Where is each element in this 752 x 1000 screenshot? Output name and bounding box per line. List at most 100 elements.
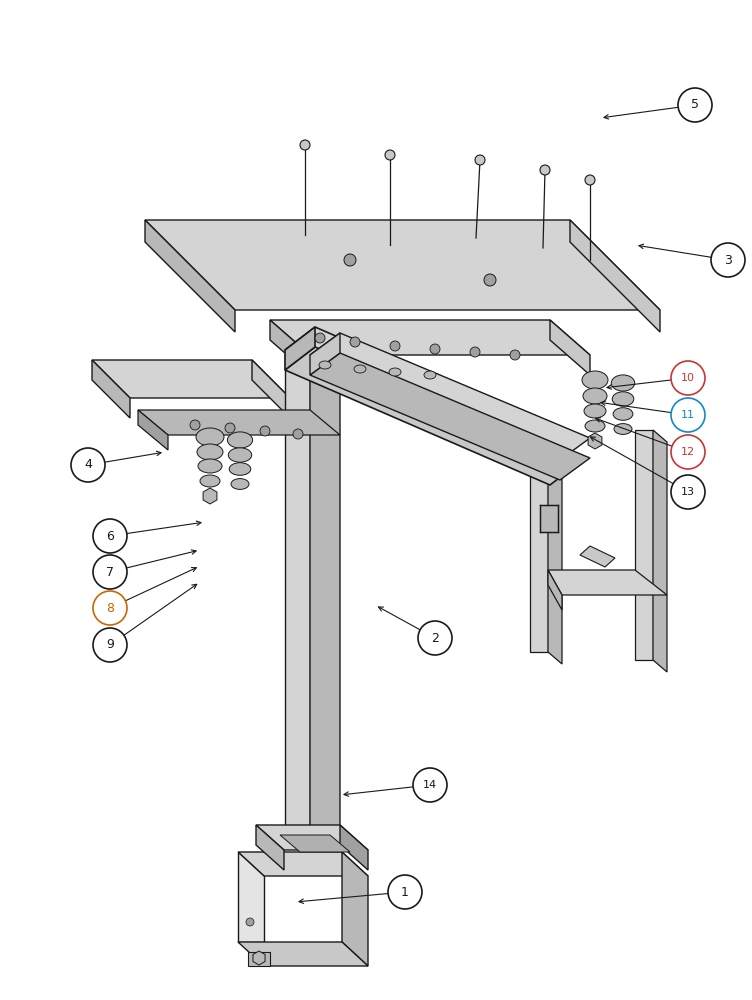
Text: 11: 11 [681,410,695,420]
Circle shape [388,875,422,909]
Ellipse shape [613,408,633,420]
Polygon shape [145,220,660,310]
Ellipse shape [200,475,220,487]
Polygon shape [256,825,368,850]
Circle shape [93,591,127,625]
Circle shape [671,435,705,469]
Ellipse shape [196,428,224,446]
Ellipse shape [227,432,253,448]
Text: 13: 13 [681,487,695,497]
Polygon shape [92,360,130,418]
Polygon shape [342,852,368,966]
Circle shape [413,768,447,802]
Polygon shape [138,410,168,450]
Circle shape [300,140,310,150]
Ellipse shape [585,420,605,432]
Text: 4: 4 [84,458,92,472]
Ellipse shape [612,392,634,406]
Text: 1: 1 [401,886,409,898]
Circle shape [190,420,200,430]
Ellipse shape [583,388,607,404]
Polygon shape [548,570,667,595]
Circle shape [225,423,235,433]
Polygon shape [238,852,368,876]
Polygon shape [550,320,590,375]
Ellipse shape [614,424,632,434]
Polygon shape [548,452,562,664]
Polygon shape [270,320,590,355]
Circle shape [93,519,127,553]
Ellipse shape [229,448,252,462]
Ellipse shape [197,444,223,460]
Circle shape [671,398,705,432]
Polygon shape [285,347,580,485]
Polygon shape [540,505,558,532]
Ellipse shape [611,375,635,391]
Text: 7: 7 [106,566,114,578]
Polygon shape [138,410,340,435]
Circle shape [484,274,496,286]
Polygon shape [238,942,368,966]
Polygon shape [285,355,340,378]
Polygon shape [92,360,290,398]
Polygon shape [280,835,350,852]
Ellipse shape [584,404,606,418]
Polygon shape [310,333,340,375]
Polygon shape [310,333,590,460]
Text: 2: 2 [431,632,439,645]
Circle shape [671,361,705,395]
Circle shape [93,628,127,662]
Polygon shape [145,220,235,332]
Text: 12: 12 [681,447,695,457]
Text: 9: 9 [106,639,114,652]
Circle shape [385,150,395,160]
Polygon shape [635,430,653,660]
Polygon shape [548,570,562,610]
Ellipse shape [582,371,608,389]
Circle shape [344,254,356,266]
Circle shape [93,555,127,589]
Ellipse shape [229,463,251,475]
Polygon shape [285,355,310,830]
Circle shape [390,341,400,351]
Circle shape [711,243,745,277]
Circle shape [71,448,105,482]
Circle shape [475,155,485,165]
Circle shape [418,621,452,655]
Polygon shape [340,825,368,870]
Ellipse shape [389,368,401,376]
Polygon shape [310,355,340,853]
Polygon shape [256,825,284,870]
Circle shape [430,344,440,354]
Ellipse shape [198,459,222,473]
Text: 10: 10 [681,373,695,383]
Polygon shape [310,353,590,480]
Ellipse shape [424,371,436,379]
Circle shape [671,475,705,509]
Polygon shape [530,452,548,652]
Text: 6: 6 [106,530,114,542]
Ellipse shape [354,365,366,373]
Circle shape [540,165,550,175]
Circle shape [260,426,270,436]
Polygon shape [270,320,310,375]
Text: 5: 5 [691,99,699,111]
Text: 8: 8 [106,601,114,614]
Circle shape [678,88,712,122]
Polygon shape [285,327,315,370]
Polygon shape [580,546,615,567]
Polygon shape [238,852,264,942]
Ellipse shape [319,361,331,369]
Circle shape [470,347,480,357]
Polygon shape [570,220,660,332]
Circle shape [585,175,595,185]
Text: 14: 14 [423,780,437,790]
Text: 3: 3 [724,253,732,266]
Circle shape [510,350,520,360]
Circle shape [315,333,325,343]
Polygon shape [252,360,290,418]
Circle shape [350,337,360,347]
Circle shape [246,918,254,926]
Polygon shape [248,952,270,966]
Circle shape [293,429,303,439]
